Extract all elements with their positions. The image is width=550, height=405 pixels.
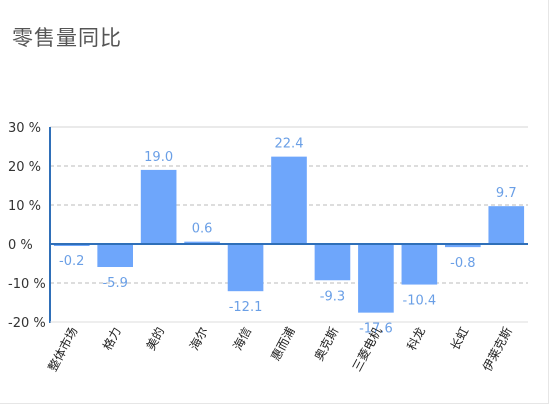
bar [227,244,264,292]
data-label: -9.3 [320,289,345,304]
y-tick-label: -10 % [8,277,46,292]
chart-title: 零售量同比 [12,26,122,50]
category-label: 奥克斯 [312,325,341,363]
bar [358,244,394,313]
category-label: 美的 [143,324,168,352]
bar [401,244,438,285]
bar [314,244,351,281]
bar [140,169,177,244]
data-label: -5.9 [102,276,127,291]
bar [445,244,481,248]
data-label: -0.2 [59,254,84,269]
data-labels: -0.2 -5.9 19.0 0.6 -12.1 22.4 -9.3 -17.6 -10.4 -0… [59,137,517,337]
data-label: -12.1 [229,300,263,315]
data-label: 9.7 [496,186,517,201]
category-label: 格力 [99,324,124,352]
data-label: -0.8 [450,256,475,271]
axes [49,127,528,323]
category-label: 长虹 [448,325,472,353]
data-label: 19.0 [144,150,173,165]
category-label: 惠而浦 [268,325,297,363]
category-label: 海尔 [186,324,211,352]
bar [97,244,133,268]
y-tick-label: 10 % [8,199,41,214]
bar [488,206,525,244]
data-label: 0.6 [192,222,213,237]
y-tick-label: 30 % [8,121,41,136]
category-label: 伊莱克斯 [480,325,515,374]
category-label: 整体市场 [45,324,81,373]
category-labels: 整体市场 格力 美的 海尔 海信 惠而浦 奥克斯 三菱电机 科龙 长虹 伊莱克斯 [45,324,515,373]
category-label: 海信 [230,324,255,352]
bars [53,156,525,313]
bar [184,241,220,244]
category-label: 科龙 [404,325,428,353]
data-label: 22.4 [275,137,304,152]
y-tick-labels: 30 % 20 % 10 % 0 % -10 % -20 % [8,121,46,331]
y-tick-label: -20 % [8,316,46,331]
y-tick-label: 0 % [8,238,33,253]
data-label: -10.4 [403,294,437,309]
bar [271,156,307,244]
y-tick-label: 20 % [8,160,41,175]
data-label: -17.6 [359,322,393,337]
